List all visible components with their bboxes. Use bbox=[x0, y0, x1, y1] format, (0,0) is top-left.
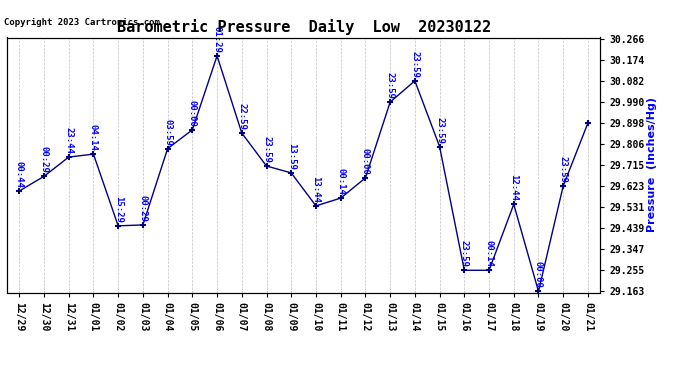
Title: Barometric Pressure  Daily  Low  20230122: Barometric Pressure Daily Low 20230122 bbox=[117, 19, 491, 35]
Text: 23:44: 23:44 bbox=[64, 127, 73, 154]
Text: 04:14: 04:14 bbox=[89, 124, 98, 151]
Text: 13:44: 13:44 bbox=[311, 176, 320, 203]
Text: 00:44: 00:44 bbox=[14, 161, 23, 188]
Text: 00:14: 00:14 bbox=[336, 168, 345, 195]
Text: 15:29: 15:29 bbox=[114, 196, 123, 223]
Text: 23:59: 23:59 bbox=[262, 136, 271, 163]
Text: 22:59: 22:59 bbox=[237, 103, 246, 130]
Text: 00:00: 00:00 bbox=[534, 261, 543, 288]
Text: 00:00: 00:00 bbox=[361, 148, 370, 175]
Text: 23:59: 23:59 bbox=[411, 51, 420, 78]
Text: 00:29: 00:29 bbox=[39, 146, 48, 173]
Text: 00:29: 00:29 bbox=[139, 195, 148, 222]
Y-axis label: Pressure  (Inches/Hg): Pressure (Inches/Hg) bbox=[647, 98, 658, 232]
Text: 13:59: 13:59 bbox=[287, 143, 296, 170]
Text: 23:59: 23:59 bbox=[435, 117, 444, 144]
Text: 00:00: 00:00 bbox=[188, 100, 197, 127]
Text: 00:14: 00:14 bbox=[484, 240, 493, 267]
Text: 23:59: 23:59 bbox=[386, 72, 395, 99]
Text: 03:59: 03:59 bbox=[163, 119, 172, 146]
Text: 23:59: 23:59 bbox=[460, 240, 469, 267]
Text: 23:59: 23:59 bbox=[559, 156, 568, 183]
Text: Copyright 2023 Cartronics.com: Copyright 2023 Cartronics.com bbox=[4, 18, 160, 27]
Text: 12:44: 12:44 bbox=[509, 174, 518, 201]
Text: 01:29: 01:29 bbox=[213, 26, 221, 53]
